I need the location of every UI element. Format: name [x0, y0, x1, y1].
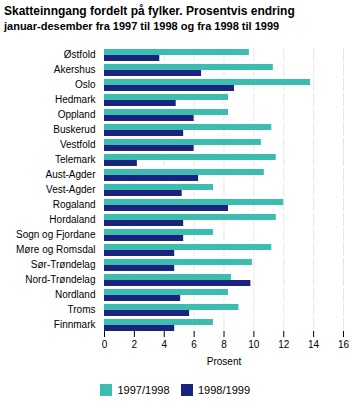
svg-text:8: 8: [221, 339, 227, 350]
svg-text:Finnmark: Finnmark: [54, 319, 97, 330]
html-text:1998/1999: 1998/1999: [198, 383, 250, 396]
svg-text:Møre og Romsdal: Møre og Romsdal: [16, 244, 95, 255]
svg-text:6: 6: [191, 339, 197, 350]
svg-text:Akershus: Akershus: [54, 64, 96, 75]
svg-text:Prosent: Prosent: [207, 356, 242, 367]
svg-text:2: 2: [132, 339, 138, 350]
svg-text:12: 12: [278, 339, 290, 350]
svg-text:Nord-Trøndelag: Nord-Trøndelag: [25, 274, 95, 285]
svg-text:Østfold: Østfold: [64, 49, 96, 60]
svg-text:Oslo: Oslo: [75, 79, 96, 90]
svg-text:Sogn og Fjordane: Sogn og Fjordane: [16, 229, 96, 240]
svg-text:Hordaland: Hordaland: [49, 214, 95, 225]
svg-text:Sør-Trøndelag: Sør-Trøndelag: [31, 259, 96, 270]
svg-text:Aust-Agder: Aust-Agder: [45, 169, 96, 180]
html-text:Skatteinngang fordelt på fylke: Skatteinngang fordelt på fylker. Prosent…: [4, 4, 295, 18]
svg-text:Vestfold: Vestfold: [60, 139, 96, 150]
svg-text:10: 10: [248, 339, 260, 350]
svg-text:Vest-Agder: Vest-Agder: [46, 184, 96, 195]
svg-text:Troms: Troms: [68, 304, 96, 315]
html-text:1997/1998: 1997/1998: [117, 383, 170, 396]
svg-text:4: 4: [161, 339, 167, 350]
svg-text:14: 14: [308, 339, 320, 350]
svg-text:Rogaland: Rogaland: [53, 199, 96, 210]
svg-text:16: 16: [338, 339, 350, 350]
svg-text:Oppland: Oppland: [58, 109, 96, 120]
svg-text:0: 0: [102, 339, 108, 350]
svg-text:Hedmark: Hedmark: [55, 94, 97, 105]
svg-text:Telemark: Telemark: [55, 154, 97, 165]
svg-text:Buskerud: Buskerud: [53, 124, 95, 135]
html-text:januar-desember fra 1997 til 1: januar-desember fra 1997 til 1998 og fra…: [4, 20, 280, 32]
svg-text:Nordland: Nordland: [55, 289, 96, 300]
